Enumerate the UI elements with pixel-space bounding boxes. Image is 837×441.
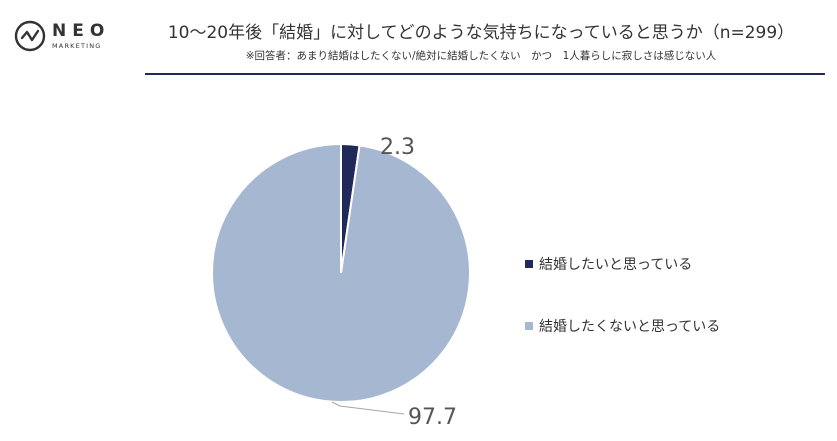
data-label: 2.3	[380, 135, 415, 160]
legend-item: 結婚したいと思っている	[525, 254, 720, 274]
leader-line	[332, 402, 404, 414]
legend-label: 結婚したくないと思っている	[539, 316, 720, 336]
data-label: 97.7	[408, 405, 457, 430]
legend-swatch	[525, 260, 533, 268]
pie-slice	[212, 144, 470, 402]
chart-legend: 結婚したいと思っている 結婚したくないと思っている	[525, 254, 720, 378]
legend-item: 結婚したくないと思っている	[525, 316, 720, 336]
legend-label: 結婚したいと思っている	[539, 254, 692, 274]
legend-swatch	[525, 322, 533, 330]
